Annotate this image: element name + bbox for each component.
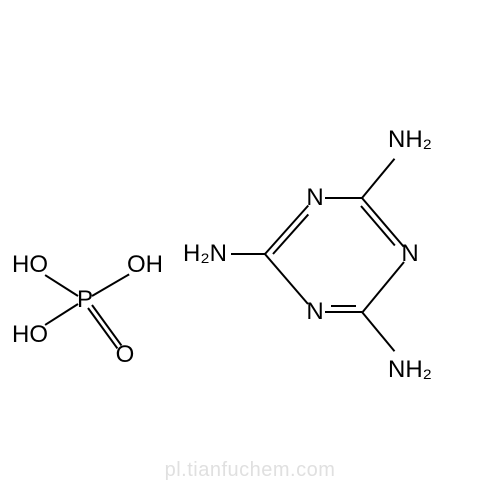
bond xyxy=(231,253,265,255)
bond xyxy=(87,307,118,349)
atom-oh_right: OH xyxy=(127,251,163,279)
atom-n_top: N xyxy=(306,184,323,212)
atom-nh2_bot: NH₂ xyxy=(388,356,432,384)
atom-oh_left: HO xyxy=(12,251,48,279)
watermark-text: pl.tianfuchem.com xyxy=(165,459,336,482)
bond xyxy=(273,213,310,254)
atom-nh2_left: H₂N xyxy=(183,240,227,268)
atom-nh2_top: NH₂ xyxy=(388,126,432,154)
bond xyxy=(264,253,309,305)
atom-n_right: N xyxy=(401,240,418,268)
bond xyxy=(361,311,395,352)
bond xyxy=(325,197,362,199)
bond xyxy=(45,303,79,326)
bond xyxy=(361,158,395,199)
bond xyxy=(325,311,362,313)
bond xyxy=(361,206,396,247)
bond xyxy=(91,304,122,346)
bond xyxy=(361,261,404,313)
bond xyxy=(45,274,79,297)
bond xyxy=(361,197,404,247)
atom-n_botL: N xyxy=(306,298,323,326)
bond xyxy=(91,273,130,297)
bond xyxy=(331,305,356,307)
atom-o_dbl: O xyxy=(116,341,135,369)
atom-oh_bot: HO xyxy=(12,321,48,349)
bond xyxy=(264,205,309,255)
